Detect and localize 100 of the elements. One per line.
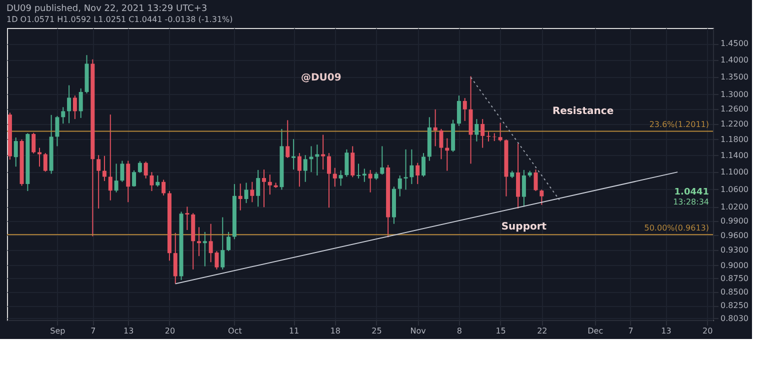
annotation: @DU09 — [301, 72, 342, 84]
candlestick — [498, 122, 502, 142]
candlestick — [244, 182, 248, 204]
candlestick — [433, 108, 438, 147]
candlestick — [120, 160, 124, 182]
candlestick — [534, 169, 538, 192]
candlestick — [173, 232, 178, 284]
candlestick — [344, 148, 349, 178]
x-tick-label: 18 — [330, 326, 340, 336]
candlestick — [404, 148, 408, 190]
y-tick-label: 1.1000 — [720, 168, 748, 177]
candlestick — [108, 114, 112, 201]
candlestick — [226, 231, 231, 252]
candlestick — [439, 128, 444, 160]
x-tick-label: 8 — [456, 326, 462, 336]
candlestick — [132, 170, 136, 188]
candlestick — [398, 174, 402, 197]
candlestick — [474, 118, 479, 142]
candlestick — [303, 154, 308, 182]
x-tick-label: 11 — [288, 326, 300, 336]
y-tick-label: 0.9600 — [720, 230, 748, 240]
x-tick-label: 22 — [537, 326, 548, 336]
candlestick — [462, 98, 467, 122]
y-tick-label: 1.4000 — [720, 56, 748, 65]
candlestick — [67, 84, 72, 124]
candlestick — [326, 152, 331, 208]
x-tick-label: 7 — [90, 326, 96, 336]
annotation: 1.0441 — [674, 187, 709, 198]
annotation: 13:28:34 — [673, 197, 709, 206]
candlestick — [102, 155, 106, 182]
candlestick — [268, 174, 272, 196]
candlestick — [162, 179, 166, 196]
y-tick-label: 1.0600 — [720, 184, 748, 194]
candlestick — [356, 163, 361, 179]
candlestick — [61, 106, 66, 124]
y-tick-label: 0.8500 — [720, 287, 748, 296]
candlestick — [202, 231, 207, 267]
candlestick — [350, 146, 355, 178]
y-tick-label: 1.4500 — [720, 39, 748, 48]
y-tick-label: 1.2600 — [720, 104, 748, 114]
candlestick — [114, 163, 118, 193]
ref-line-label: 50.00%(0.9613) — [644, 224, 709, 233]
y-tick-label: 1.2200 — [720, 119, 748, 128]
candlestick — [456, 95, 461, 126]
candlestick — [256, 169, 260, 208]
candlestick — [156, 174, 160, 188]
x-tick-label: 13 — [124, 326, 134, 336]
candlestick — [380, 146, 384, 176]
x-tick-label: 20 — [702, 326, 713, 336]
candlestick — [422, 152, 426, 178]
candlestick — [416, 162, 420, 185]
y-tick-label: 1.1800 — [720, 134, 748, 144]
candlestick — [197, 226, 202, 257]
candlestick — [43, 152, 48, 172]
x-tick-label: Dec — [588, 326, 604, 336]
y-tick-label: 1.1400 — [720, 150, 748, 160]
y-tick-label: 1.3000 — [720, 90, 748, 99]
annotation: Support — [501, 222, 547, 233]
y-tick-label: 0.9000 — [720, 260, 748, 270]
candlestick — [238, 183, 242, 211]
y-tick-label: 0.9300 — [720, 246, 748, 255]
y-tick-label: 1.3500 — [720, 72, 748, 82]
candlestick — [492, 132, 496, 142]
y-tick-label: 1.0200 — [720, 202, 748, 212]
candlestick — [522, 169, 526, 208]
x-tick-label: Nov — [410, 326, 426, 336]
y-tick-label: 0.9900 — [720, 216, 748, 226]
candlestick — [540, 189, 544, 206]
ref-line-label: 23.6%(1.2011) — [649, 120, 709, 130]
candlestick — [262, 169, 266, 208]
chart-title: DU09 published, Nov 22, 2021 13:29 UTC+3 — [6, 4, 208, 14]
candlestick — [309, 146, 314, 173]
x-tick-label: 25 — [372, 326, 382, 336]
candlestick — [144, 161, 148, 179]
x-tick-label: 13 — [661, 326, 672, 336]
candlestick — [138, 160, 142, 174]
candlestick — [292, 138, 296, 170]
candlestick — [32, 132, 36, 154]
candlestick — [220, 216, 225, 270]
x-tick-label: Oct — [228, 326, 242, 336]
candlestick — [78, 88, 83, 118]
y-tick-label: 0.8250 — [720, 301, 748, 310]
x-tick-label: Sep — [50, 326, 66, 336]
candlestick — [332, 167, 337, 188]
y-tick-label: 0.8030 — [720, 314, 748, 323]
candlestick — [150, 172, 154, 192]
candlestick — [55, 116, 60, 147]
candlestick — [37, 147, 42, 168]
candlestick — [250, 181, 254, 203]
x-tick-label: 7 — [628, 326, 634, 336]
y-tick-label: 0.8750 — [720, 274, 748, 283]
candlestick — [14, 136, 18, 168]
chart-subtitle: 1D O1.0571 H1.0592 L1.0251 C1.0441 -0.0138 (-1.31%) — [6, 15, 233, 24]
candlestick — [297, 152, 302, 188]
candlestick — [368, 169, 372, 193]
candlestick — [72, 95, 77, 120]
candlestick — [286, 120, 290, 158]
candlestick — [480, 118, 485, 148]
x-tick-label: 20 — [164, 326, 176, 336]
candlestick — [185, 206, 190, 231]
